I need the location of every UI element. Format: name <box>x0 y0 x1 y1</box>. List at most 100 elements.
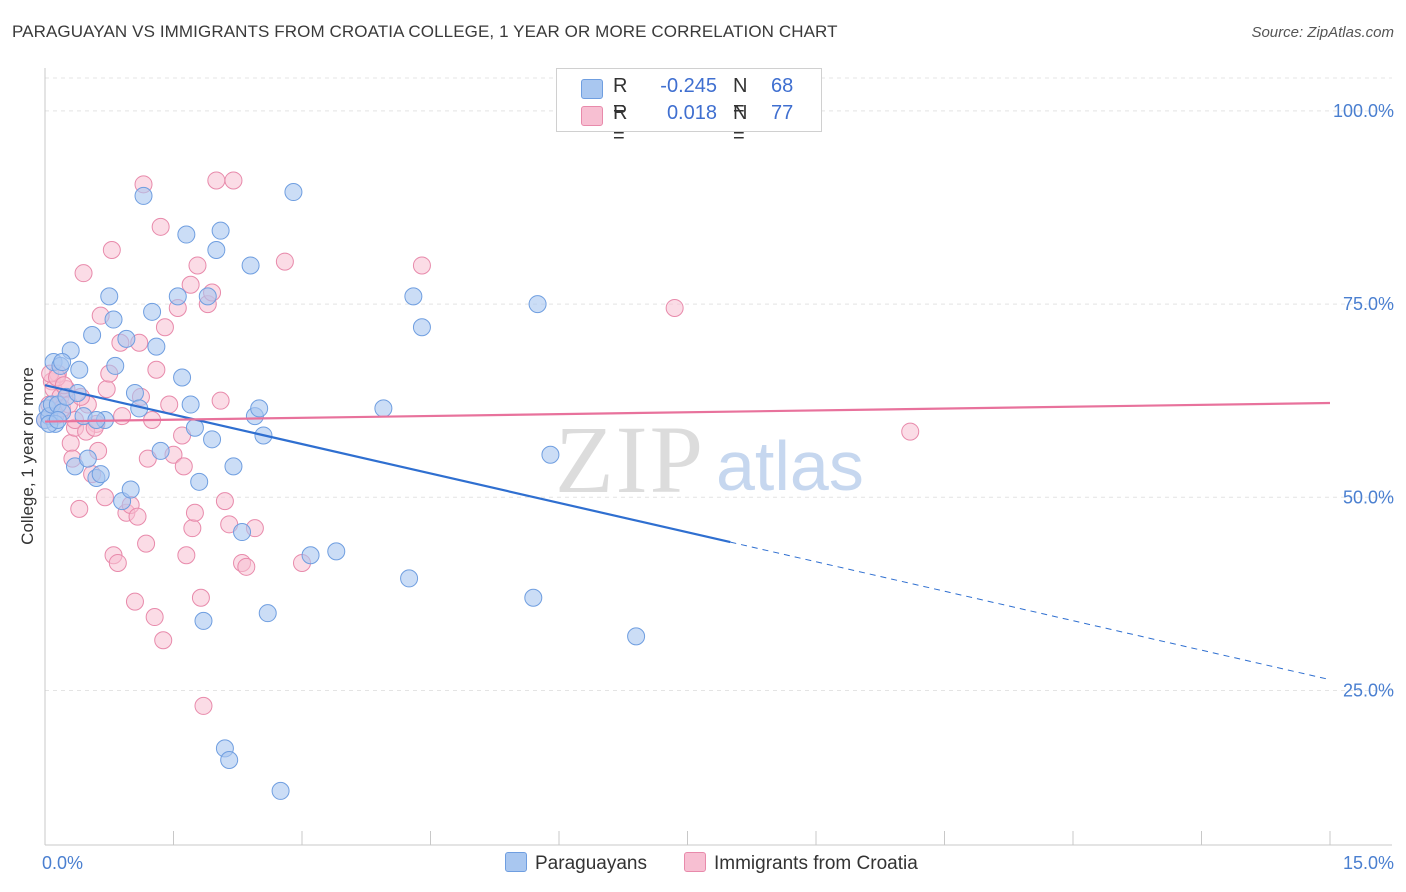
legend-swatch-blue <box>581 79 603 99</box>
data-point-paraguayans <box>541 445 560 464</box>
data-point-croatia <box>177 546 196 565</box>
data-point-croatia <box>412 256 431 275</box>
data-point-croatia <box>224 171 243 190</box>
data-point-paraguayans <box>241 256 260 275</box>
data-point-paraguayans <box>100 287 119 306</box>
data-point-paraguayans <box>106 356 125 375</box>
legend-r-value: 0.018 <box>666 102 717 124</box>
data-point-croatia <box>275 252 294 271</box>
legend-r-label: R = <box>613 102 628 147</box>
data-point-paraguayans <box>121 480 140 499</box>
bottom-legend-label: Immigrants from Croatia <box>714 853 918 874</box>
data-point-croatia <box>215 492 234 511</box>
data-point-croatia <box>97 380 116 399</box>
watermark: ZIP atlas <box>555 406 864 513</box>
data-point-croatia <box>108 553 127 572</box>
bottom-legend-croatia: Immigrants from Croatia <box>684 852 918 875</box>
data-point-croatia <box>194 696 213 715</box>
data-point-croatia <box>154 631 173 650</box>
data-point-croatia <box>128 507 147 526</box>
data-point-paraguayans <box>173 368 192 387</box>
data-point-croatia <box>61 434 80 453</box>
gridlines <box>45 77 1392 691</box>
data-point-paraguayans <box>48 411 67 429</box>
data-point-croatia <box>125 592 144 611</box>
legend-r-value: -0.245 <box>660 75 717 97</box>
tick-labels: 25.0% 50.0% 75.0% 100.0% 0.0% 15.0% <box>42 101 1394 873</box>
data-point-paraguayans <box>53 353 72 372</box>
series-paraguayans <box>36 183 646 800</box>
bottom-legend-paraguayans: Paraguayans <box>505 852 647 875</box>
data-point-croatia <box>137 534 156 553</box>
y-axis-label: College, 1 year or more <box>18 367 37 545</box>
data-point-paraguayans <box>224 457 243 476</box>
data-point-paraguayans <box>181 395 200 414</box>
data-point-croatia <box>901 422 920 441</box>
data-point-paraguayans <box>528 295 547 314</box>
data-point-croatia <box>147 360 166 379</box>
data-point-paraguayans <box>78 449 97 468</box>
trendlines <box>44 384 1331 681</box>
data-point-paraguayans <box>627 627 646 646</box>
bottom-legend-swatch-blue <box>505 852 527 872</box>
data-point-croatia <box>113 407 132 426</box>
data-point-paraguayans <box>374 399 393 418</box>
data-point-paraguayans <box>168 287 187 306</box>
data-point-croatia <box>145 608 164 627</box>
data-point-paraguayans <box>207 241 226 259</box>
trendline-paraguayans-extension <box>730 541 1331 681</box>
data-point-croatia <box>160 395 179 414</box>
data-point-paraguayans <box>151 441 170 460</box>
data-point-paraguayans <box>233 523 252 542</box>
data-point-croatia <box>191 588 210 607</box>
data-point-paraguayans <box>147 337 166 356</box>
data-point-croatia <box>185 503 204 522</box>
data-point-paraguayans <box>198 287 217 306</box>
y-tick-label: 50.0% <box>1343 487 1394 507</box>
trendline-croatia <box>44 401 1331 423</box>
data-point-croatia <box>155 318 174 337</box>
data-point-paraguayans <box>400 569 419 588</box>
data-point-croatia <box>174 457 193 476</box>
legend-n-label: N = <box>733 75 748 120</box>
data-point-paraguayans <box>327 542 346 561</box>
data-point-croatia <box>181 275 200 294</box>
data-point-paraguayans <box>258 604 277 623</box>
data-point-paraguayans <box>284 183 303 202</box>
data-point-paraguayans <box>404 287 423 306</box>
data-point-paraguayans <box>134 186 153 205</box>
data-point-croatia <box>237 557 256 576</box>
x-tick-label: 0.0% <box>42 853 83 873</box>
data-point-croatia <box>95 488 114 507</box>
data-point-paraguayans <box>125 383 144 402</box>
data-point-paraguayans <box>194 611 213 630</box>
data-point-paraguayans <box>190 472 209 491</box>
legend-r-label: R = <box>613 75 628 120</box>
data-point-paraguayans <box>211 221 230 240</box>
data-point-paraguayans <box>301 546 320 565</box>
data-point-paraguayans <box>250 399 269 418</box>
data-point-paraguayans <box>524 588 543 607</box>
chart-title: PARAGUAYAN VS IMMIGRANTS FROM CROATIA CO… <box>12 22 838 41</box>
x-tick-label: 15.0% <box>1343 853 1394 873</box>
data-point-paraguayans <box>83 326 102 344</box>
watermark-zip: ZIP <box>555 406 705 513</box>
data-point-croatia <box>102 241 121 259</box>
data-point-croatia <box>183 519 202 538</box>
data-point-croatia <box>207 171 226 190</box>
source-credit: Source: ZipAtlas.com <box>1251 24 1394 41</box>
data-point-paraguayans <box>203 430 222 449</box>
data-point-paraguayans <box>412 318 431 337</box>
bottom-legend-label: Paraguayans <box>535 853 647 874</box>
data-point-paraguayans <box>220 751 239 769</box>
data-point-croatia <box>74 264 93 283</box>
correlation-legend: R = -0.245 N = 68 R = 0.018 N = 77 <box>556 68 822 147</box>
legend-swatch-pink <box>581 106 603 126</box>
data-point-paraguayans <box>177 225 196 244</box>
data-point-paraguayans <box>271 781 290 800</box>
y-tick-label: 100.0% <box>1333 101 1394 121</box>
axes <box>44 68 1392 846</box>
data-point-paraguayans <box>91 465 110 484</box>
bottom-legend-swatch-pink <box>684 852 706 872</box>
